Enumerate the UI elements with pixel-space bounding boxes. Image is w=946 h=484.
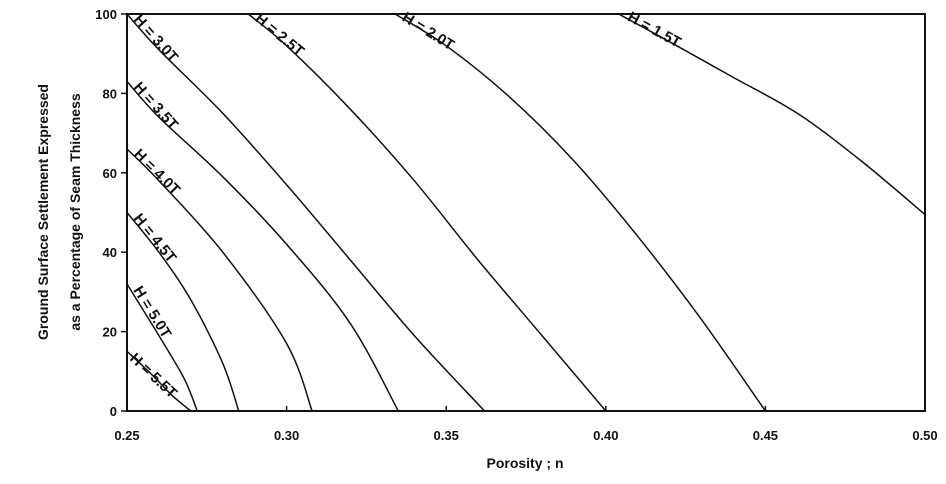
curve-label: H = 5.0T xyxy=(130,283,175,341)
x-axis-title: Porosity ; n xyxy=(486,455,563,471)
curve-label: H = 4.0T xyxy=(130,146,183,199)
y-axis-title: Ground Surface Settlement Expressed as a … xyxy=(35,84,83,340)
curve-label: H = 3.5T xyxy=(130,79,181,134)
curve-label: H = 2.5T xyxy=(252,10,307,60)
x-tick-label: 0.40 xyxy=(593,428,618,443)
y-axis-title-line: as a Percentage of Seam Thickness xyxy=(67,93,83,331)
x-tick-label: 0.25 xyxy=(114,428,139,443)
curve-label: H = 2.0T xyxy=(399,9,457,54)
curve-line xyxy=(126,148,313,412)
curve-line xyxy=(126,80,399,412)
curve-line xyxy=(126,350,192,412)
y-axis: 0 20 40 60 80 100 xyxy=(95,7,127,419)
x-tick-label: 0.35 xyxy=(434,428,459,443)
curve-labels: H = 1.5TH = 2.0TH = 2.5TH = 3.0TH = 3.5T… xyxy=(126,9,683,402)
x-tick-label: 0.45 xyxy=(753,428,778,443)
y-tick-label: 40 xyxy=(103,245,117,260)
y-tick-label: 20 xyxy=(103,325,117,340)
y-tick-label: 60 xyxy=(103,166,117,181)
curve-line xyxy=(394,13,767,412)
curve-label: H = 4.5T xyxy=(130,210,180,266)
y-axis-title-line: Ground Surface Settlement Expressed xyxy=(35,84,51,340)
y-tick-label: 100 xyxy=(95,7,117,22)
x-axis: 0.25 0.30 0.35 0.40 0.45 0.50 xyxy=(114,406,938,443)
x-tick-label: 0.50 xyxy=(912,428,937,443)
y-tick-label: 80 xyxy=(103,86,117,101)
curves xyxy=(126,13,926,412)
x-tick-label: 0.30 xyxy=(274,428,299,443)
curve-line xyxy=(247,13,607,412)
y-tick-label: 0 xyxy=(110,404,117,419)
plot-frame xyxy=(126,13,926,412)
curve-line xyxy=(618,13,926,216)
curve-line xyxy=(126,13,486,412)
curve-line xyxy=(126,212,240,412)
curve-label: H = 3.0T xyxy=(130,11,181,66)
curve-line xyxy=(126,283,198,412)
